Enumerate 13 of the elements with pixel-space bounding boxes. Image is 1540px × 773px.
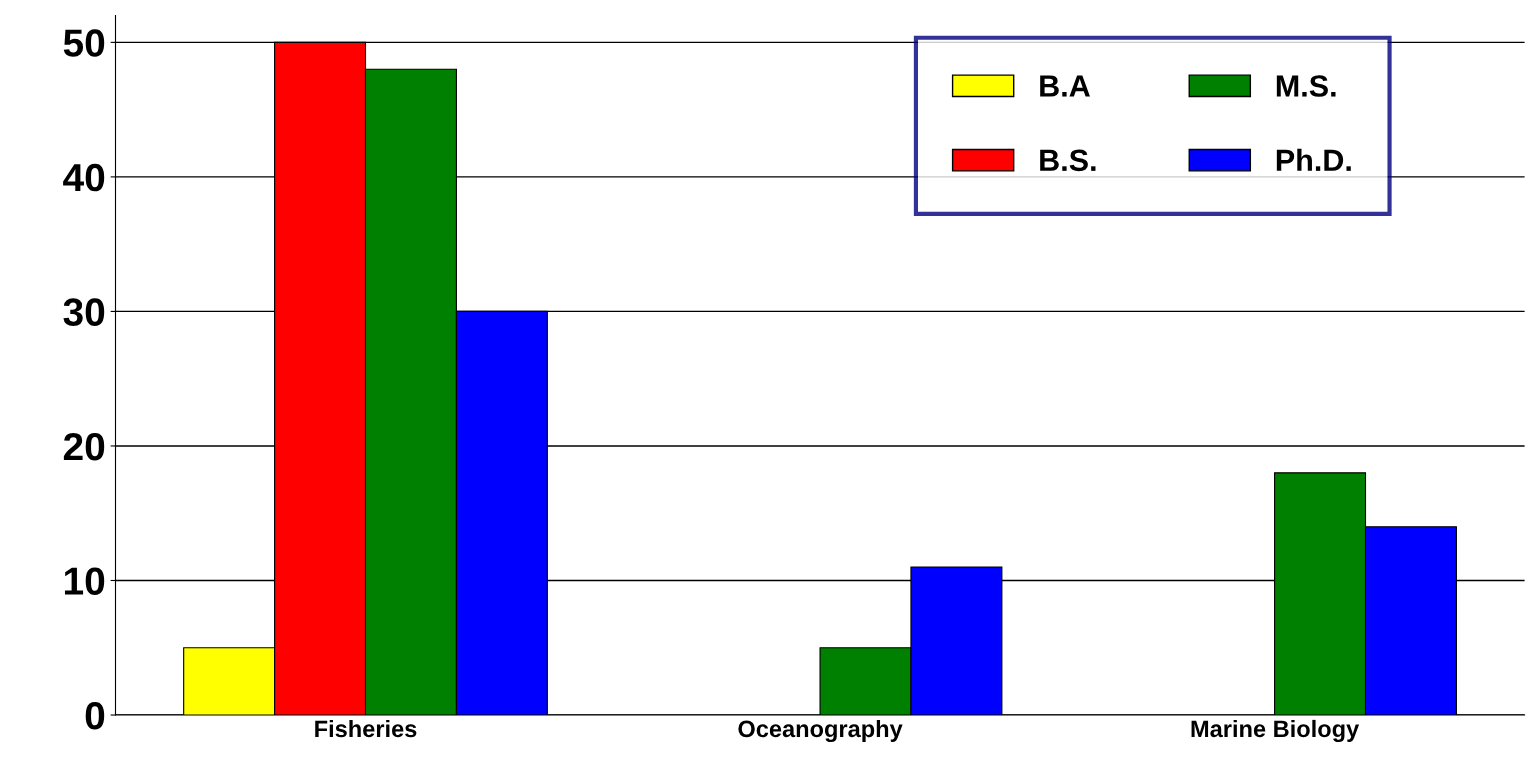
y-tick-label: 20 [63, 432, 105, 461]
x-tick-label: Fisheries [315, 719, 417, 738]
x-tick-label: Marine Biology [1191, 719, 1360, 742]
y-tick-label: 30 [63, 298, 105, 326]
y-tick-label: 50 [63, 29, 105, 57]
y-tick-label: 40 [63, 163, 105, 192]
y-tick-label: 0 [85, 701, 105, 730]
y-tick-label: 10 [64, 567, 105, 595]
x-tick-label: Oceanography [738, 719, 903, 742]
legend-label: B.A [1040, 75, 1090, 97]
legend-label: M.S. [1276, 75, 1336, 97]
legend-label: Ph.D. [1276, 148, 1351, 171]
legend-label: B.S. [1040, 149, 1096, 172]
